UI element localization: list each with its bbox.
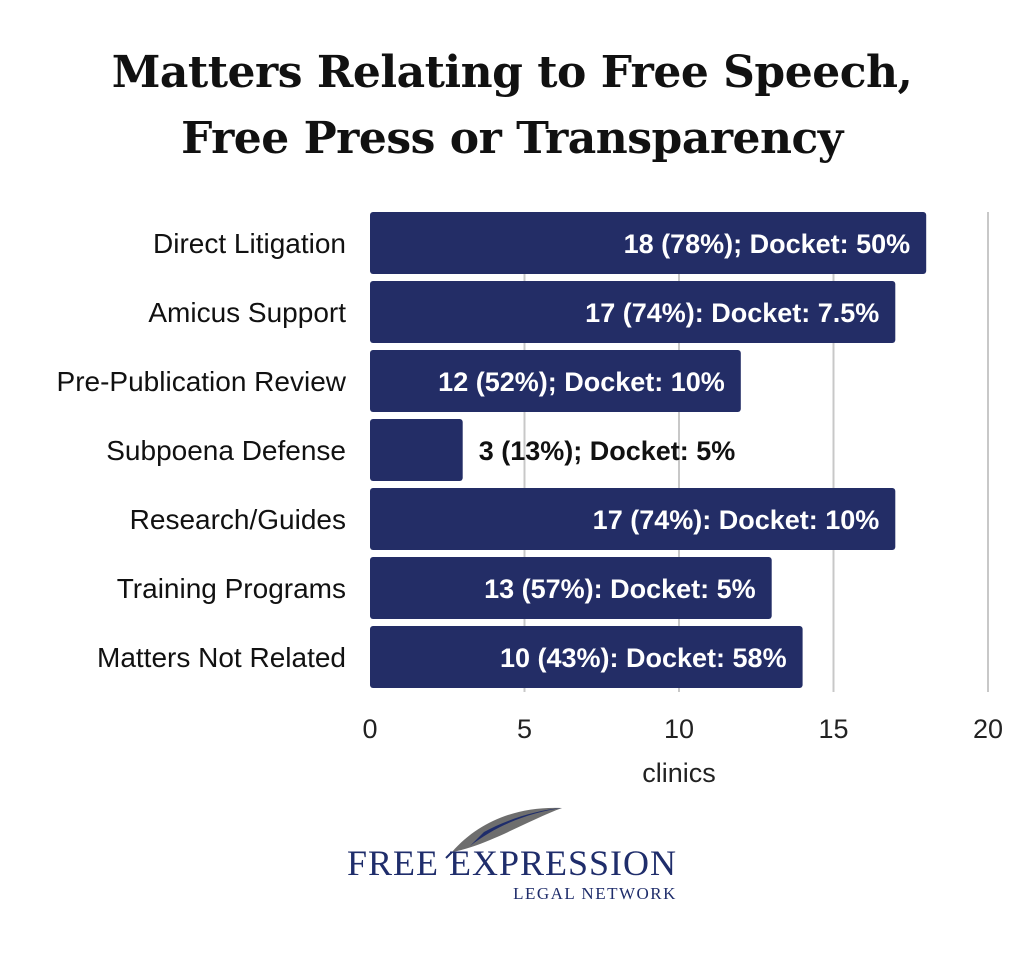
category-label: Training Programs <box>117 573 346 604</box>
x-tick-label: 5 <box>517 714 532 744</box>
category-label: Subpoena Defense <box>106 435 346 466</box>
feather-icon <box>445 807 562 859</box>
data-label: 17 (74%): Docket: 7.5% <box>585 298 879 328</box>
bar <box>370 281 896 343</box>
chart-title-line-2: Free Press or Transparency <box>181 113 843 164</box>
data-label: 17 (74%): Docket: 10% <box>593 505 880 535</box>
axis: 0 5 10 15 20 clinics <box>362 714 1003 788</box>
x-axis-title: clinics <box>642 758 716 788</box>
category-label: Pre-Publication Review <box>57 366 347 397</box>
category-label: Direct Litigation <box>153 228 346 259</box>
bar <box>370 488 896 550</box>
x-tick-label: 10 <box>664 714 694 744</box>
bars <box>370 212 927 688</box>
data-label: 12 (52%); Docket: 10% <box>438 367 725 397</box>
x-tick-label: 15 <box>818 714 848 744</box>
bar <box>370 212 927 274</box>
category-label: Research/Guides <box>130 504 346 535</box>
bar-chart: Direct Litigation 18 (78%); Docket: 50% Am… <box>57 212 1003 788</box>
x-tick-label: 0 <box>362 714 377 744</box>
logo-subtitle: LEGAL NETWORK <box>513 884 677 903</box>
bar <box>370 350 741 412</box>
bar <box>370 419 463 481</box>
bar <box>370 557 772 619</box>
category-label: Amicus Support <box>148 297 346 328</box>
chart-title-line-1: Matters Relating to Free Speech, <box>111 47 913 98</box>
data-label: 18 (78%); Docket: 50% <box>624 229 911 259</box>
data-label: 13 (57%): Docket: 5% <box>484 574 756 604</box>
bar <box>370 626 803 688</box>
data-label: 10 (43%): Docket: 58% <box>500 643 787 673</box>
logo-wordmark: FREE EXPRESSION <box>346 843 678 883</box>
labels: Direct Litigation 18 (78%); Docket: 50% Am… <box>57 228 911 673</box>
x-tick-label: 20 <box>973 714 1003 744</box>
category-label: Matters Not Related <box>97 642 346 673</box>
data-label: 3 (13%); Docket: 5% <box>479 436 736 466</box>
